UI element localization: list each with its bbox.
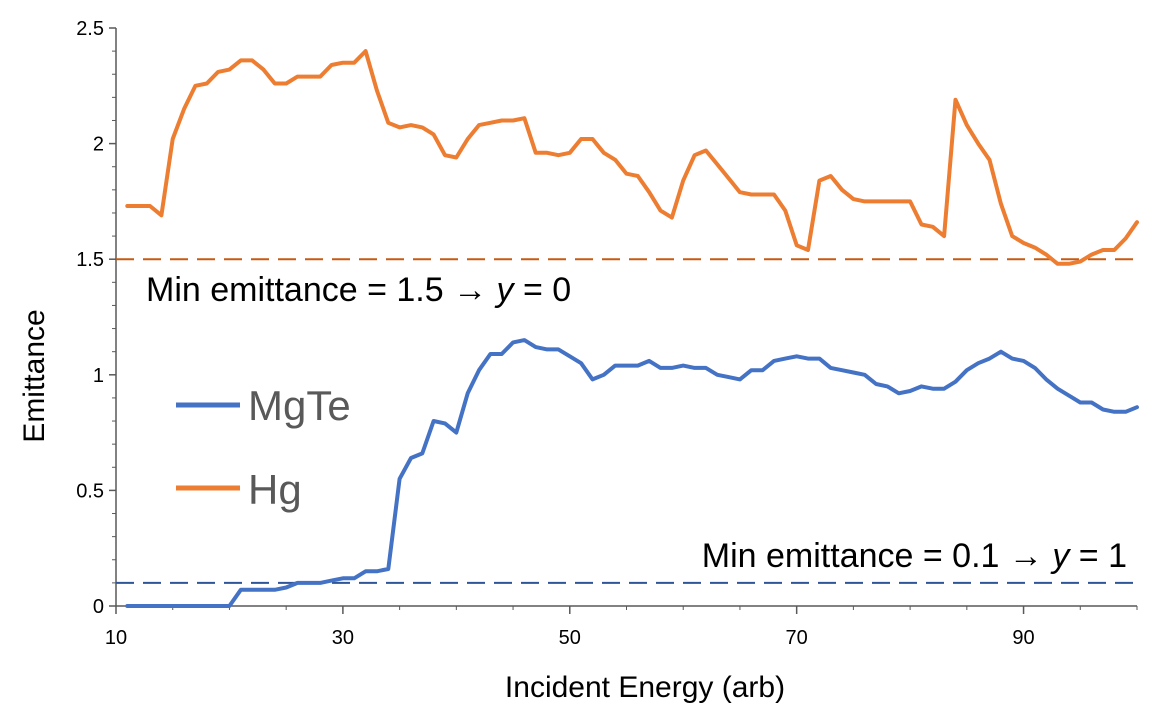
x-axis-title: Incident Energy (arb) bbox=[505, 671, 785, 704]
legend-label-hg: Hg bbox=[248, 466, 302, 513]
annotation-mgte-prefix: Min emittance = 0.1 → bbox=[702, 537, 1053, 575]
annotation-mgte-suffix: = 1 bbox=[1069, 537, 1127, 575]
y-tick-label: 0 bbox=[93, 596, 104, 618]
series-lines bbox=[125, 49, 1139, 608]
x-tick-label: 30 bbox=[332, 627, 354, 649]
annotation-hg-min: Min emittance = 1.5 → y = 0 bbox=[146, 271, 571, 309]
ticks: 0 0.5 1 1.5 2 2.5 10 30 50 70 90 bbox=[76, 18, 1138, 649]
x-tick-label: 10 bbox=[105, 627, 127, 649]
y-axis-title: Emittance bbox=[18, 309, 51, 442]
legend-label-mgte: MgTe bbox=[248, 382, 351, 429]
reference-lines bbox=[116, 258, 1137, 584]
series-line-hg bbox=[125, 49, 1139, 266]
annotation-mgte-var: y bbox=[1050, 537, 1071, 575]
y-tick-label: 1.5 bbox=[76, 249, 104, 271]
annotation-hg-suffix: = 0 bbox=[514, 271, 572, 309]
y-tick-label: 2 bbox=[93, 134, 104, 156]
y-tick-label: 2.5 bbox=[76, 18, 104, 40]
x-tick-label: 50 bbox=[559, 627, 581, 649]
annotation-mgte-min: Min emittance = 0.1 → y = 1 bbox=[702, 537, 1127, 575]
y-tick-label: 1 bbox=[93, 365, 104, 387]
series-line-mgte bbox=[125, 338, 1139, 608]
x-tick-label: 90 bbox=[1012, 627, 1034, 649]
axes bbox=[115, 28, 1137, 607]
y-tick-label: 0.5 bbox=[76, 480, 104, 502]
annotation-hg-var: y bbox=[495, 271, 516, 309]
legend: MgTe Hg bbox=[176, 382, 351, 513]
annotation-hg-prefix: Min emittance = 1.5 → bbox=[146, 271, 497, 309]
x-tick-label: 70 bbox=[786, 627, 808, 649]
